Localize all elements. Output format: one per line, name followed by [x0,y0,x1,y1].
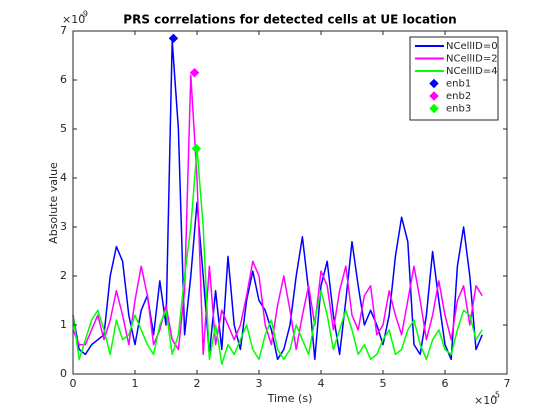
x-tick-label: 6 [442,377,449,390]
y-tick-label: 2 [60,269,67,282]
legend-marker [429,78,439,89]
x-tick-label: 4 [318,377,325,390]
y-tick-label: 7 [60,24,67,37]
x-axis-label: Time (s) [267,392,313,405]
line [72,147,483,365]
marker [189,67,200,78]
y-tick-label: 4 [60,171,67,184]
plot-area [72,33,483,365]
axes-box [72,30,508,375]
line [72,74,483,356]
legend-marker [429,91,439,101]
y-axis-label: Absolute value [47,162,60,244]
legend-label: enb1 [446,79,471,90]
x-multiplier-exponent: -5 [492,391,500,400]
legend-label: NCellID=2 [446,54,498,65]
chart-title: PRS correlations for detected cells at U… [123,13,456,27]
line [72,40,483,361]
y-multiplier-exponent: -9 [80,10,88,19]
legend-label: NCellID=4 [446,66,498,77]
y-tick-label: 6 [60,73,67,86]
x-tick-label: 5 [380,377,387,390]
y-tick-label: 3 [60,220,67,233]
marker [191,143,202,154]
x-tick-label: 1 [132,377,139,390]
legend-label: enb3 [446,104,471,115]
y-tick-label: 0 [60,367,67,380]
x-tick-label: 2 [194,377,201,390]
x-multiplier: ×10 [474,394,497,407]
x-tick-label: 3 [256,377,263,390]
legend-label: NCellID=0 [446,41,498,52]
y-tick-label: 5 [60,122,67,135]
marker [168,33,179,44]
y-multiplier: ×10 [62,13,85,26]
legend-label: enb2 [446,91,471,102]
legend-marker [429,103,439,114]
legend-box [409,36,499,121]
x-tick-label: 7 [504,377,511,390]
x-tick-label: 0 [70,377,77,390]
y-tick-label: 1 [60,318,67,331]
